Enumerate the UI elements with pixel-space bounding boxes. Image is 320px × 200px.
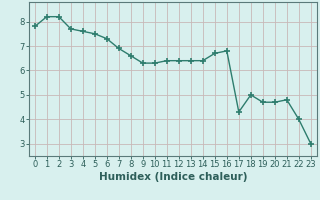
- X-axis label: Humidex (Indice chaleur): Humidex (Indice chaleur): [99, 172, 247, 182]
